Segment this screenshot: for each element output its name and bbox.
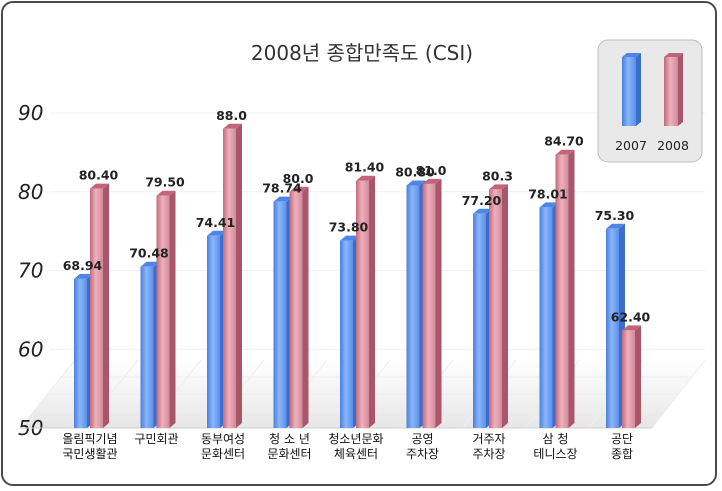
value-label-2008-7: 84.70 — [544, 134, 584, 149]
category-label-5: 공영 — [411, 432, 433, 446]
value-label-2008-8: 62.40 — [611, 309, 651, 324]
y-tick-label: 60 — [18, 337, 43, 361]
category-label-3: 청 소 년 — [269, 432, 310, 446]
category-label-2: 동부여성 — [201, 432, 245, 446]
category-label-0: 올림픽기념 — [62, 432, 117, 446]
legend: 2007 2008 — [597, 39, 703, 163]
bar-2008-0 — [90, 183, 109, 428]
category-label-8: 공단 — [611, 432, 633, 446]
legend-swatch-side — [636, 53, 641, 126]
chart-title: 2008년 종합만족도 (CSI) — [251, 41, 473, 65]
category-label-4: 청소년문화 — [328, 432, 383, 446]
category-label-7: 삼 청 — [543, 432, 569, 446]
category-label-6: 거주자 — [472, 432, 505, 446]
bar-2008-6 — [489, 184, 508, 428]
legend-swatch-side — [678, 53, 683, 126]
value-label-2007-4: 73.80 — [329, 220, 369, 235]
bar-2008-4 — [356, 175, 375, 428]
value-label-2008-6: 80.3 — [482, 168, 513, 183]
value-label-2008-1: 79.50 — [145, 175, 185, 190]
legend-swatch-top — [622, 53, 641, 57]
value-label-2007-6: 77.20 — [462, 193, 502, 208]
legend-swatch-top — [664, 53, 683, 57]
category-label-1: 구민회관 — [134, 432, 178, 446]
value-label-2007-2: 74.41 — [196, 215, 236, 230]
legend-swatch — [622, 57, 636, 126]
legend-label: 2007 — [615, 138, 647, 153]
category-label-0: 국민생활관 — [62, 447, 117, 461]
value-label-2008-0: 80.40 — [79, 168, 119, 183]
bar-2008-5 — [422, 178, 442, 428]
category-label-2: 문화센터 — [201, 447, 245, 461]
bar-2008-3 — [289, 186, 309, 428]
bar-2008-7 — [555, 149, 575, 429]
y-tick-label: 80 — [18, 180, 43, 204]
y-tick-label: 90 — [18, 101, 43, 125]
legend-label: 2008 — [657, 138, 689, 153]
value-label-2007-8: 75.30 — [595, 208, 635, 223]
category-label-7: 테니스장 — [533, 447, 577, 461]
category-label-6: 주차장 — [472, 447, 505, 461]
value-label-2008-3: 80.0 — [283, 171, 314, 186]
value-label-2008-2: 88.0 — [216, 108, 247, 123]
legend-item-2007: 2007 — [615, 53, 647, 153]
legend-swatch — [664, 57, 678, 126]
category-label-3: 문화센터 — [267, 447, 311, 461]
value-label-2007-5: 80.80 — [395, 164, 435, 179]
bars — [74, 123, 641, 429]
legend-item-2008: 2008 — [657, 53, 689, 153]
value-label-2007-0: 68.94 — [63, 258, 103, 273]
category-label-4: 체육센터 — [334, 447, 378, 461]
value-label-2008-5: 81.0 — [416, 163, 447, 178]
value-label-2007-7: 78.01 — [528, 186, 568, 201]
value-label-2008-4: 81.40 — [345, 160, 385, 175]
category-label-5: 주차장 — [406, 447, 439, 461]
category-label-8: 종합 — [611, 447, 633, 461]
value-label-2007-3: 78.74 — [262, 181, 302, 196]
bar-2008-2 — [223, 123, 242, 428]
bar-2008-1 — [156, 190, 176, 428]
y-tick-label: 70 — [18, 259, 43, 283]
bar-2008-8 — [622, 325, 641, 428]
value-label-2007-1: 70.48 — [129, 246, 169, 261]
